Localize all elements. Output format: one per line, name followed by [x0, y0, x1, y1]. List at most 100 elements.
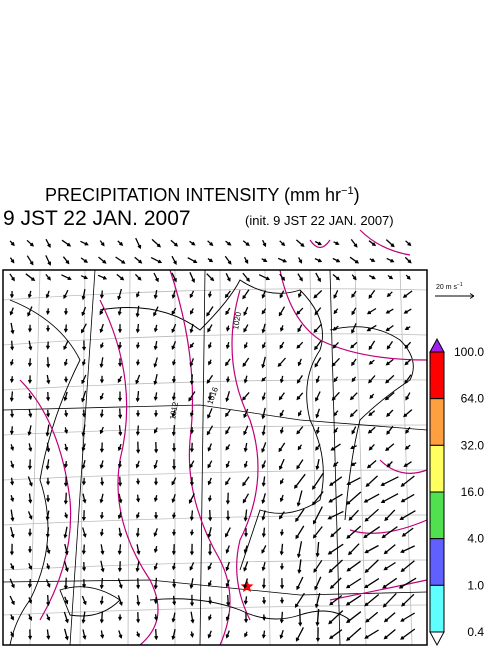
wind-vector: [298, 257, 303, 264]
wind-vector: [207, 291, 212, 298]
wind-vector: [46, 325, 50, 333]
wind-vector: [28, 597, 33, 604]
wind-vector: [172, 459, 177, 471]
wind-vector: [261, 493, 266, 505]
wind-vector: [27, 425, 32, 436]
wind-vector: [332, 325, 339, 331]
wind-vector: [243, 509, 248, 522]
wind-vector: [261, 510, 266, 521]
wind-vector: [404, 374, 412, 385]
wind-vector: [385, 324, 394, 332]
wind-vector: [135, 237, 142, 250]
wind-vector: [118, 630, 123, 639]
wind-vector: [81, 374, 87, 385]
wind-vector: [262, 596, 267, 605]
wind-vector: [366, 307, 377, 315]
wind-vector: [297, 273, 303, 282]
wind-vector: [45, 255, 52, 266]
wind-vector: [189, 410, 194, 417]
wind-vector: [135, 342, 140, 349]
wind-vector: [117, 240, 124, 247]
boundaries: [2, 269, 428, 646]
wind-vector: [117, 595, 123, 606]
wind-vector: [295, 525, 305, 540]
wind-vector: [345, 594, 362, 606]
contour-label: 1016: [205, 385, 220, 405]
wind-vector: [63, 560, 69, 573]
wind-vector: [315, 426, 320, 435]
wind-vector: [243, 460, 248, 469]
wind-vector: [81, 359, 86, 367]
wind-vector: [351, 426, 357, 435]
wind-vector: [243, 545, 248, 554]
wind-vector: [297, 291, 302, 298]
wind-vector: [117, 288, 123, 301]
wind-vector: [351, 290, 357, 298]
wind-vector: [403, 308, 412, 314]
wind-vector: [100, 560, 105, 573]
wind-vector: [189, 240, 196, 246]
wind-vector: [27, 358, 32, 368]
wind-vector: [151, 238, 162, 248]
wind-vector: [363, 578, 380, 589]
wind-vector: [312, 472, 324, 490]
wind-vector: [117, 460, 122, 469]
wind-vector: [208, 543, 212, 556]
wind-vector: [330, 443, 341, 451]
wind-vector: [330, 527, 342, 538]
wind-vector: [99, 611, 104, 624]
colorbar-segment: [429, 538, 445, 586]
wind-vector: [329, 594, 343, 606]
wind-vector: [64, 376, 68, 383]
wind-vector: [100, 544, 105, 556]
wind-vector: [63, 324, 68, 333]
wind-vector: [225, 376, 230, 383]
wind-vector: [278, 511, 285, 520]
wind-vector: [385, 374, 395, 384]
colorbar-label: 64.0: [461, 392, 485, 406]
wind-vector: [261, 290, 266, 299]
wind-vector: [261, 460, 267, 469]
wind-vector: [10, 614, 14, 621]
wind-vector: [99, 460, 104, 469]
wind-vector: [225, 492, 230, 505]
wind-vector: [385, 308, 394, 314]
wind-vector: [63, 358, 68, 367]
wind-vector: [117, 578, 123, 589]
wind-vector: [313, 290, 323, 299]
wind-vector: [172, 595, 177, 606]
wind-vector: [328, 629, 343, 640]
wind-vector: [328, 610, 344, 625]
wind-vector: [28, 546, 32, 554]
wind-vector: [63, 289, 69, 300]
wind-vector: [296, 541, 303, 559]
wind-vector: [28, 614, 33, 621]
wind-vector: [62, 256, 70, 265]
wind-vector: [135, 560, 140, 573]
wind-vector: [117, 443, 122, 452]
wind-vector: [9, 578, 15, 589]
wind-vector: [136, 544, 141, 556]
init-time: (init. 9 JST 22 JAN. 2007): [245, 213, 394, 228]
wind-vector: [258, 274, 271, 281]
wind-vector: [315, 391, 321, 402]
wind-vector: [398, 577, 417, 589]
wind-vector: [366, 460, 377, 469]
wind-vector: [366, 324, 377, 332]
wind-vector: [368, 240, 377, 247]
wind-vector: [261, 561, 266, 572]
wind-vector: [135, 391, 140, 403]
wind-vector: [27, 375, 32, 384]
wind-vector: [171, 425, 176, 437]
wind-vector: [261, 308, 267, 315]
wind-vector: [153, 577, 158, 590]
wind-vector: [405, 240, 412, 247]
wind-vector: [153, 373, 158, 386]
wind-vector: [80, 257, 89, 263]
wind-vector: [279, 341, 285, 350]
wind-vector: [80, 275, 89, 280]
wind-vector: [295, 239, 305, 247]
wind-vector: [189, 510, 194, 521]
wind-vector: [207, 342, 212, 349]
wind-vector: [296, 576, 304, 591]
